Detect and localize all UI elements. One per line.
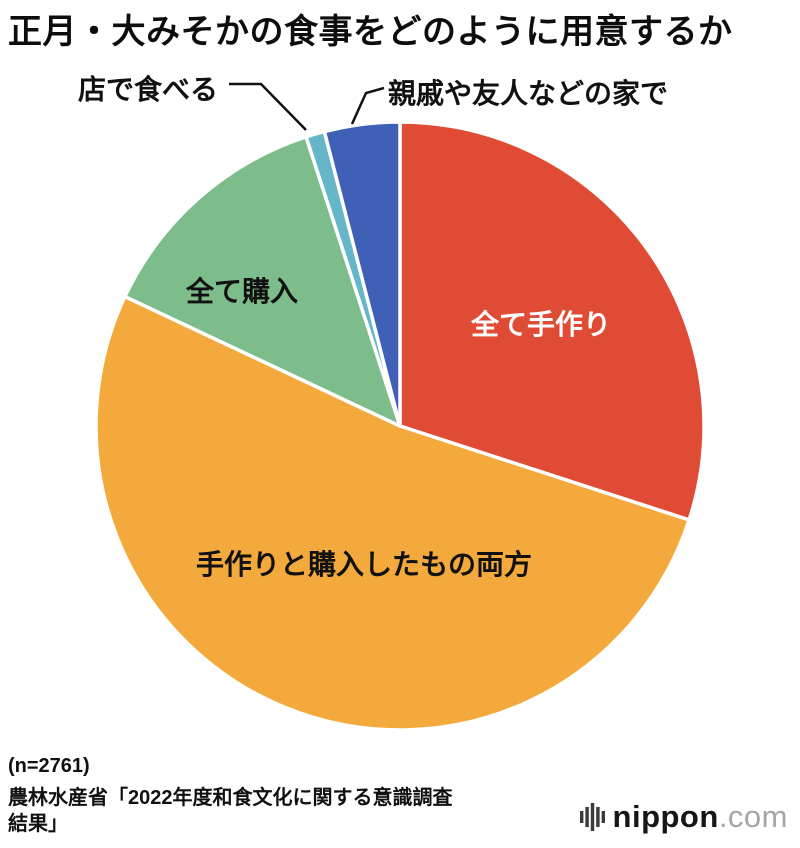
source-citation-line2: 結果」 xyxy=(8,813,68,835)
callout-line-eat-at-store xyxy=(229,82,307,131)
nippon-logo-text: nippon.com xyxy=(613,797,788,837)
slice-label-all-handmade: 全て手作り xyxy=(471,309,612,340)
sample-size-note: (n=2761) xyxy=(8,755,90,777)
slice-label-handmade-and-purchased: 手作りと購入したもの両方 xyxy=(196,549,533,580)
source-citation-line1: 農林水産省「2022年度和食文化に関する意識調査 xyxy=(8,787,453,809)
callout-label-relatives-friends-home: 親戚や友人などの家で xyxy=(388,78,669,109)
pie-slice-5 xyxy=(322,120,402,428)
callout-label-eat-at-store: 店で食べる xyxy=(78,74,219,105)
slice-label-all-purchased: 全て購入 xyxy=(186,276,299,307)
nippon-com-logo: nippon.com xyxy=(579,797,788,837)
page-title: 正月・大みそかの食事をどのように用意するか xyxy=(8,13,733,51)
nippon-logo-icon xyxy=(579,803,605,831)
callout-line-relatives-friends xyxy=(350,86,385,125)
logo-name: nippon xyxy=(612,799,719,834)
pie-slice-1 xyxy=(398,120,706,522)
pie-slice-2 xyxy=(94,294,691,732)
pie-slice-3 xyxy=(123,135,402,428)
logo-tld: .com xyxy=(718,799,788,834)
